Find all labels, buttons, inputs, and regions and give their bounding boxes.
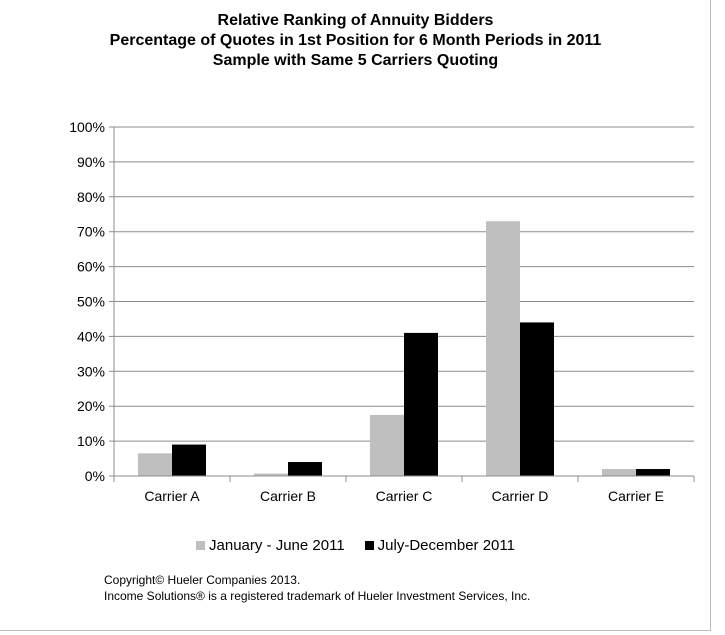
x-tick-label: Carrier C bbox=[376, 488, 433, 504]
y-tick-label: 70% bbox=[77, 224, 105, 240]
y-tick-label: 80% bbox=[77, 189, 105, 205]
y-tick-label: 0% bbox=[85, 468, 105, 484]
title-line-2: Percentage of Quotes in 1st Position for… bbox=[109, 32, 602, 49]
title-line-3: Sample with Same 5 Carriers Quoting bbox=[212, 52, 499, 69]
chart-frame bbox=[0, 0, 711, 631]
bar-2 bbox=[404, 332, 438, 476]
y-tick-label: 50% bbox=[77, 294, 105, 310]
y-tick-label: 40% bbox=[77, 328, 105, 344]
legend-label-series-2: July-December 2011 bbox=[377, 537, 515, 554]
bar-1 bbox=[138, 453, 172, 476]
legend-label-series-1: January - June 2011 bbox=[209, 537, 345, 554]
footer: Copyright© Hueler Companies 2013. Income… bbox=[104, 572, 530, 604]
x-tick-label: Carrier B bbox=[260, 488, 316, 504]
y-tick-label: 90% bbox=[77, 154, 105, 170]
legend-swatch-series-2 bbox=[364, 541, 374, 550]
title-line-1: Relative Ranking of Annuity Bidders bbox=[217, 12, 494, 29]
copyright-text: Copyright© Hueler Companies 2013. bbox=[104, 573, 301, 587]
chart-title: Relative Ranking of Annuity Bidders Perc… bbox=[0, 11, 711, 71]
y-tick-label: 10% bbox=[77, 433, 105, 449]
x-tick-label: Carrier D bbox=[492, 488, 549, 504]
bar-2 bbox=[520, 322, 554, 476]
y-tick-label: 30% bbox=[77, 363, 105, 379]
bar-2 bbox=[288, 462, 322, 476]
legend: January - June 2011 July-December 2011 bbox=[0, 537, 711, 554]
legend-item-series-1: January - June 2011 bbox=[196, 537, 345, 554]
x-tick-label: Carrier E bbox=[608, 488, 664, 504]
y-tick-label: 60% bbox=[77, 259, 105, 275]
bar-1 bbox=[370, 414, 404, 476]
y-tick-label: 20% bbox=[77, 398, 105, 414]
trademark-text: Income Solutions® is a registered tradem… bbox=[104, 589, 531, 603]
bar-2 bbox=[636, 469, 670, 476]
bar-1 bbox=[486, 221, 520, 476]
bar-chart: 0% 10% 20% 30% 40% 50% 60% 70% 80% 90% 100% Carrier… bbox=[69, 119, 695, 504]
bar-2 bbox=[172, 444, 206, 476]
x-tick-label: Carrier A bbox=[144, 488, 200, 504]
legend-item-series-2: July-December 2011 bbox=[364, 537, 515, 554]
y-tick-label: 100% bbox=[69, 119, 105, 135]
bar-1 bbox=[254, 473, 288, 476]
legend-swatch-series-1 bbox=[196, 541, 206, 550]
bar-1 bbox=[602, 469, 636, 476]
